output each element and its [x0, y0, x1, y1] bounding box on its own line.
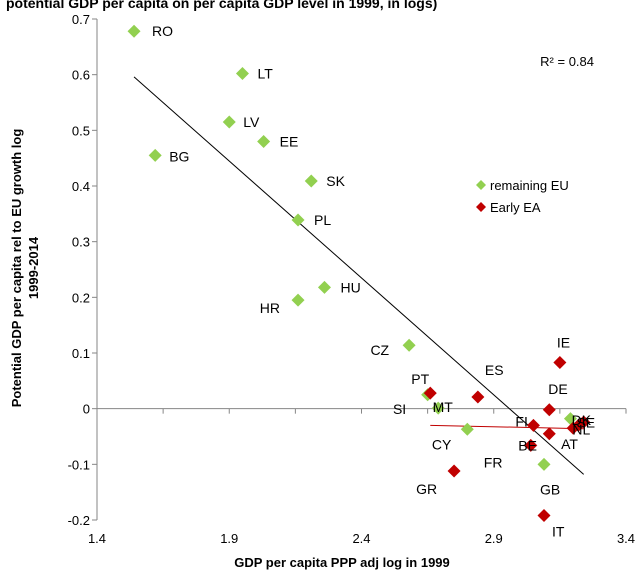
point-label-dk: DK [572, 412, 592, 428]
point-label-si: SI [393, 401, 406, 417]
data-points [127, 24, 591, 523]
axes [92, 18, 627, 521]
point-fr [524, 438, 538, 452]
point-gr [447, 464, 461, 478]
point-label-cz: CZ [370, 342, 389, 358]
point-label-cy: CY [432, 436, 452, 452]
point-label-es: ES [485, 362, 504, 378]
point-label-pt: PT [411, 371, 429, 387]
point-labels: RO LT LV EE BG SK PL HU HR CZ SI MT CY GB SE IE PT ES DE FI… [152, 23, 595, 539]
point-nl [571, 418, 585, 432]
point-ro [127, 24, 141, 38]
point-gb [537, 457, 551, 471]
point-label-sk: SK [326, 173, 345, 189]
point-label-it: IT [552, 524, 565, 540]
point-label-ro: RO [152, 23, 173, 39]
point-pl [291, 213, 305, 227]
point-label-pl: PL [314, 212, 331, 228]
x-tick-labels: 1.4 1.9 2.4 2.9 3.4 [88, 531, 635, 546]
point-label-gr: GR [416, 481, 437, 497]
trendline-remaining-eu [133, 76, 585, 475]
point-label-fi: FI [515, 413, 527, 429]
y-tick-label: 0 [83, 402, 90, 417]
point-label-at: AT [561, 436, 578, 452]
point-label-ie: IE [557, 334, 570, 350]
legend: remaining EU Early EA [476, 178, 569, 215]
x-tick-label: 1.4 [88, 531, 106, 546]
legend-label-remaining-eu: remaining EU [490, 178, 569, 193]
point-label-fr: FR [484, 454, 503, 470]
point-hu [317, 280, 331, 294]
trendline-early-ea [430, 424, 584, 430]
point-label-hr: HR [260, 300, 280, 316]
point-fi [526, 418, 540, 432]
point-label-mt: MT [433, 399, 454, 415]
r-squared-label: R² = 0.84 [540, 54, 594, 69]
y-axis-title-line-2: 1999-2014 [26, 236, 41, 299]
y-tick-label: 0.1 [72, 346, 90, 361]
y-tick-label: 0.3 [72, 235, 90, 250]
chart-title: potential GDP per capita on per capita G… [6, 0, 437, 11]
y-tick-label: 0.4 [72, 179, 90, 194]
point-si [431, 401, 445, 415]
point-lv [222, 115, 236, 129]
x-axis-title: GDP per capita PPP adj log in 1999 [234, 555, 450, 570]
y-tick-label: 0.2 [72, 290, 90, 305]
y-tick-label: -0.2 [68, 513, 90, 528]
point-label-hu: HU [340, 279, 360, 295]
y-tick-label: -0.1 [68, 457, 90, 472]
legend-label-early-ea: Early EA [490, 200, 541, 215]
y-axis-title: Potential GDP per capita rel to EU growt… [9, 129, 41, 408]
x-tick-label: 1.9 [220, 531, 238, 546]
point-label-be: BE [518, 438, 537, 454]
point-es [471, 390, 485, 404]
x-tick-label: 2.4 [352, 531, 370, 546]
point-de [542, 403, 556, 417]
point-be [542, 427, 556, 441]
y-tick-labels: -0.2 -0.1 0 0.1 0.2 0.3 0.4 0.5 0.6 0.7 [68, 12, 90, 528]
point-bg [148, 148, 162, 162]
point-lt [235, 67, 249, 81]
point-label-nl: NL [572, 421, 590, 437]
y-tick-label: 0.6 [72, 68, 90, 83]
y-axis-title-line-1: Potential GDP per capita rel to EU growt… [9, 129, 24, 408]
trendlines [133, 76, 585, 475]
point-it [537, 509, 551, 523]
point-label-se: SE [576, 415, 595, 431]
point-hr [291, 293, 305, 307]
point-pt [423, 386, 437, 400]
legend-marker-remaining-eu [476, 180, 486, 190]
point-label-lv: LV [243, 114, 260, 130]
y-tick-label: 0.7 [72, 12, 90, 27]
point-label-ee: EE [280, 133, 299, 149]
y-tick-label: 0.5 [72, 123, 90, 138]
x-tick-label: 3.4 [617, 531, 635, 546]
point-label-lt: LT [257, 66, 273, 82]
point-sk [304, 174, 318, 188]
point-label-bg: BG [169, 148, 189, 164]
legend-marker-early-ea [476, 202, 486, 212]
point-ee [257, 134, 271, 148]
x-tick-label: 2.9 [485, 531, 503, 546]
point-se [563, 412, 577, 426]
point-label-gb: GB [540, 481, 560, 497]
point-cz [402, 338, 416, 352]
point-cy [460, 422, 474, 436]
point-ie [553, 355, 567, 369]
point-label-de: DE [548, 381, 567, 397]
